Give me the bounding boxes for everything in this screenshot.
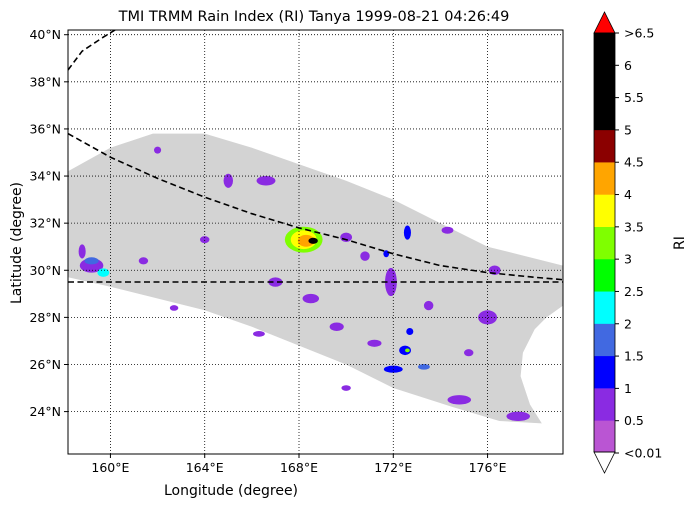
- colorbar-tick-label-11: 1: [624, 381, 632, 396]
- rain-cell-14: [447, 395, 472, 405]
- colorbar-tick-label-5: 4: [624, 187, 632, 202]
- y-axis-label: Latitude (degree): [9, 182, 25, 304]
- rain-cell-34: [464, 349, 474, 357]
- rain-cell-25: [200, 236, 210, 244]
- rain-cell-3: [308, 237, 318, 244]
- rain-cell-21: [268, 277, 283, 287]
- rain-cell-24: [138, 257, 149, 265]
- rain-cell-19: [360, 251, 370, 261]
- x-tick-label-3: 172°E: [374, 460, 412, 475]
- y-tick-label-4: 32°N: [29, 216, 61, 231]
- y-tick-label-1: 26°N: [29, 357, 61, 372]
- colorbar-tick-label-1: 6: [624, 58, 632, 73]
- colorbar-segment-9: [594, 129, 615, 163]
- rain-cell-15: [506, 411, 530, 422]
- colorbar-tick-label-13: <0.01: [624, 446, 662, 461]
- rain-cell-22: [329, 322, 344, 332]
- plot-area: 160°E 164°E 168°E 172°E 176°E 24°N 26°N 28°N 30°…: [29, 27, 564, 475]
- y-tick-label-5: 34°N: [29, 169, 61, 184]
- satellite-swath: [68, 133, 563, 424]
- colorbar: >6.5 6 5.5 5 4.5 4 3.5 3 2.5 2 1.5 1 0.5 <0.01: [593, 11, 662, 474]
- rain-cell-13: [478, 310, 498, 325]
- y-tick-label-6: 36°N: [29, 121, 61, 136]
- rain-cell-20: [302, 293, 320, 304]
- plot-frame: [67, 29, 564, 455]
- chart-title: TMI TRMM Rain Index (RI) Tanya 1999-08-2…: [118, 9, 510, 25]
- x-tick-label-4: 176°E: [469, 460, 507, 475]
- colorbar-tick-label-0: >6.5: [624, 26, 654, 41]
- colorbar-frame: [593, 32, 616, 453]
- colorbar-tick-label-7: 3: [624, 252, 632, 267]
- colorbar-tick-label-4: 4.5: [624, 155, 644, 170]
- colorbar-segment-4: [594, 291, 615, 324]
- x-axis-label: Longitude (degree): [164, 483, 298, 499]
- colorbar-segment-2: [594, 355, 615, 389]
- rain-cell-10: [418, 364, 430, 370]
- colorbar-segment-7: [594, 194, 615, 227]
- y-tick-label-0: 24°N: [29, 404, 61, 419]
- y-tick-label-8: 40°N: [29, 27, 61, 42]
- rain-cell-16: [256, 176, 276, 186]
- rain-cell-12: [385, 267, 397, 297]
- rain-cell-35: [406, 327, 414, 336]
- colorbar-segment-6: [594, 226, 615, 260]
- y-tick-label-7: 38°N: [29, 74, 61, 89]
- colorbar-over-arrow: [593, 11, 616, 34]
- colorbar-tick-label-3: 5: [624, 122, 632, 137]
- track-line-1: [68, 132, 563, 281]
- rain-cell-33: [253, 331, 265, 337]
- colorbar-segment-1: [594, 388, 615, 421]
- plot-content: [68, 30, 563, 454]
- track-line-0: [68, 30, 116, 71]
- x-tick-label-1: 164°E: [186, 460, 224, 475]
- rain-cell-31: [78, 244, 86, 259]
- colorbar-segment-10: [594, 33, 615, 131]
- rain-cell-8: [405, 348, 410, 353]
- rain-cell-36: [383, 250, 390, 258]
- colorbar-under-arrow: [593, 451, 616, 474]
- rain-cell-26: [169, 305, 179, 311]
- colorbar-tick-label-10: 1.5: [624, 349, 644, 364]
- colorbar-tick-label-2: 5.5: [624, 90, 644, 105]
- y-tick-label-3: 30°N: [29, 263, 61, 278]
- colorbar-tick-label-9: 2: [624, 316, 632, 331]
- y-tick-label-2: 28°N: [29, 310, 61, 325]
- rain-cell-17: [223, 173, 234, 188]
- rain-cell-29: [441, 226, 454, 234]
- colorbar-segment-5: [594, 258, 615, 292]
- colorbar-segment-8: [594, 162, 615, 195]
- rain-cell-2: [297, 234, 315, 247]
- rain-cell-18: [340, 232, 353, 243]
- colorbar-label: RI: [672, 236, 688, 250]
- colorbar-tick-label-8: 2.5: [624, 284, 644, 299]
- rain-cell-32: [341, 385, 351, 391]
- x-tick-label-2: 168°E: [280, 460, 318, 475]
- rain-cell-23: [423, 300, 434, 311]
- rain-cell-30: [154, 146, 162, 154]
- x-tick-label-0: 160°E: [91, 460, 129, 475]
- colorbar-tick-label-6: 3.5: [624, 219, 644, 234]
- colorbar-segment-0: [594, 420, 615, 453]
- rain-cell-11: [403, 225, 411, 240]
- rain-cell-6: [97, 268, 110, 277]
- rain-cell-5: [84, 257, 99, 265]
- colorbar-tick-label-12: 0.5: [624, 413, 644, 428]
- colorbar-segment-3: [594, 323, 615, 357]
- rain-cell-27: [367, 339, 382, 347]
